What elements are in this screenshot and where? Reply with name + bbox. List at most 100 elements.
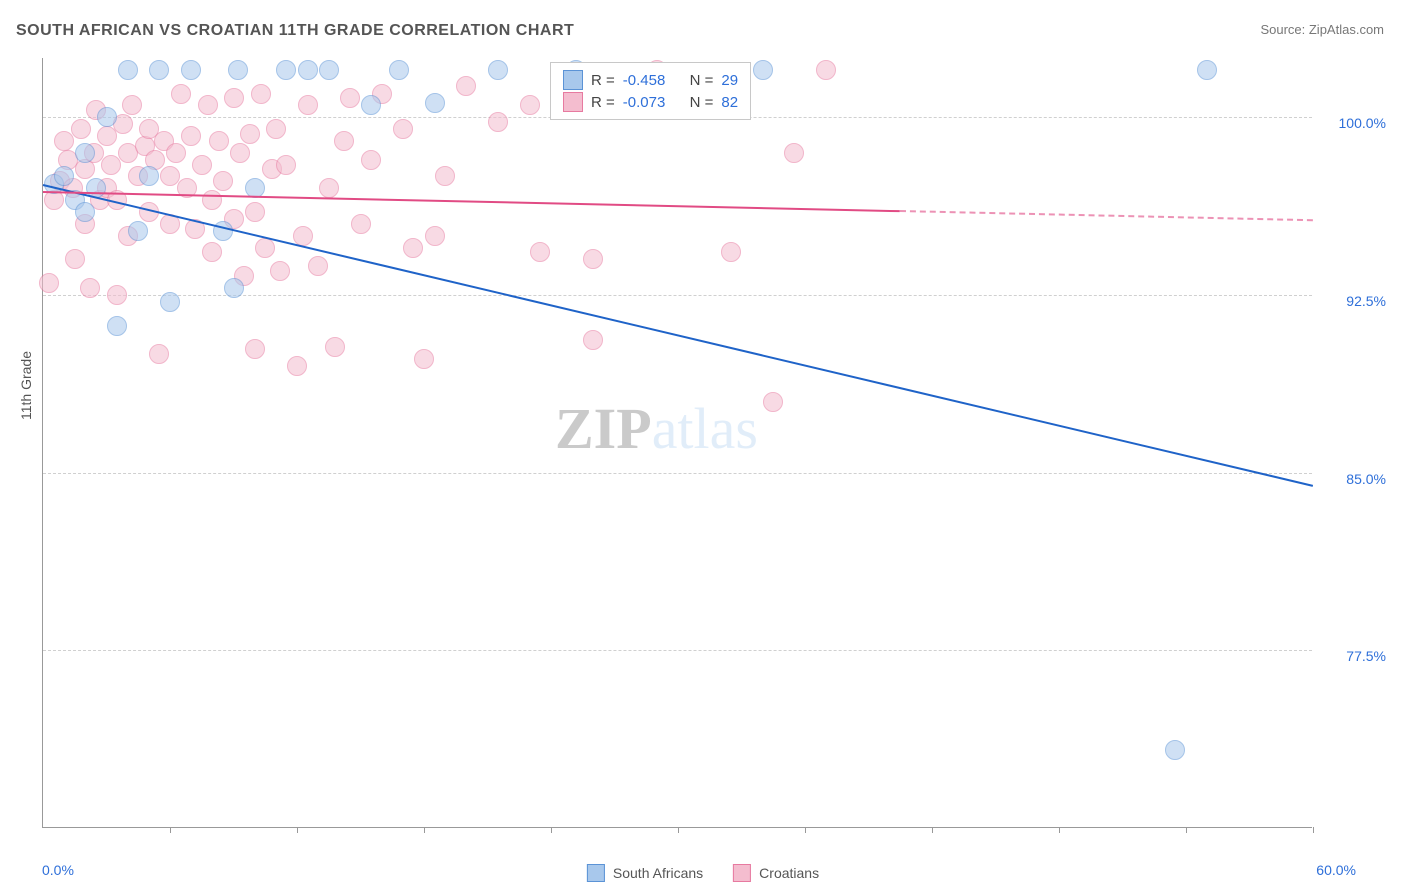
scatter-point [1197,60,1217,80]
n-label: N = [690,72,714,89]
r-value: -0.458 [623,72,666,89]
scatter-point [784,143,804,163]
scatter-point [583,330,603,350]
scatter-point [325,337,345,357]
scatter-point [393,119,413,139]
scatter-point [166,143,186,163]
scatter-point [816,60,836,80]
scatter-point [721,242,741,262]
scatter-point [128,221,148,241]
scatter-point [209,131,229,151]
scatter-point [488,112,508,132]
n-value: 29 [721,72,738,89]
scatter-point [334,131,354,151]
r-label: R = [591,94,615,111]
scatter-point [456,76,476,96]
scatter-point [361,150,381,170]
y-tick-label: 100.0% [1339,115,1386,131]
scatter-point [240,124,260,144]
legend-label: Croatians [759,865,819,881]
legend-swatch [587,864,605,882]
scatter-point [192,155,212,175]
y-tick-label: 85.0% [1346,471,1386,487]
legend-item: Croatians [733,864,819,882]
scatter-point [763,392,783,412]
scatter-point [75,202,95,222]
scatter-point [224,278,244,298]
scatter-point [530,242,550,262]
scatter-point [118,60,138,80]
chart-title: SOUTH AFRICAN VS CROATIAN 11TH GRADE COR… [16,22,574,40]
scatter-point [245,202,265,222]
legend-swatch [563,70,583,90]
scatter-point [425,226,445,246]
scatter-point [198,95,218,115]
scatter-point [107,285,127,305]
scatter-point [270,261,290,281]
scatter-point [245,339,265,359]
r-value: -0.073 [623,94,666,111]
scatter-point [753,60,773,80]
x-tick [1059,827,1060,833]
r-legend-row: R = -0.458 N = 29 [563,70,738,90]
scatter-point [389,60,409,80]
x-tick [297,827,298,833]
legend-label: South Africans [613,865,703,881]
scatter-point [224,88,244,108]
scatter-point [251,84,271,104]
scatter-point [213,171,233,191]
scatter-point [425,93,445,113]
scatter-point [101,155,121,175]
scatter-point [266,119,286,139]
x-tick [932,827,933,833]
x-tick [805,827,806,833]
scatter-point [39,273,59,293]
x-tick [678,827,679,833]
scatter-point [181,60,201,80]
scatter-point [107,316,127,336]
r-legend-row: R =-0.073 N =82 [563,92,738,112]
n-value: 82 [721,94,738,111]
scatter-point [202,242,222,262]
x-max-label: 60.0% [1316,862,1356,878]
y-tick-label: 92.5% [1346,293,1386,309]
scatter-point [122,95,142,115]
scatter-point [75,143,95,163]
scatter-point [319,178,339,198]
scatter-point [340,88,360,108]
scatter-point [97,107,117,127]
legend-swatch [563,92,583,112]
y-tick-label: 77.5% [1346,648,1386,664]
scatter-point [149,60,169,80]
x-min-label: 0.0% [42,862,74,878]
bottom-legend: South Africans Croatians [587,864,819,882]
scatter-point [276,155,296,175]
scatter-point [319,60,339,80]
scatter-point [97,126,117,146]
scatter-point [414,349,434,369]
x-tick [170,827,171,833]
x-tick [551,827,552,833]
scatter-point [276,60,296,80]
legend-swatch [733,864,751,882]
x-tick [1186,827,1187,833]
regression-line-dashed [900,210,1313,221]
source-label: Source: ZipAtlas.com [1260,22,1384,37]
scatter-point [361,95,381,115]
gridline [43,650,1312,651]
scatter-point [351,214,371,234]
r-legend-box: R =-0.458 N =29R =-0.073 N =82 [550,62,751,120]
scatter-point [488,60,508,80]
x-tick [1313,827,1314,833]
chart-area [42,58,1312,828]
regression-line [43,184,1313,487]
scatter-point [230,143,250,163]
scatter-point [583,249,603,269]
r-label: R = [591,72,615,89]
y-axis-label: 11th Grade [18,351,34,420]
scatter-point [435,166,455,186]
scatter-point [1165,740,1185,760]
scatter-point [287,356,307,376]
scatter-point [149,344,169,364]
scatter-point [293,226,313,246]
